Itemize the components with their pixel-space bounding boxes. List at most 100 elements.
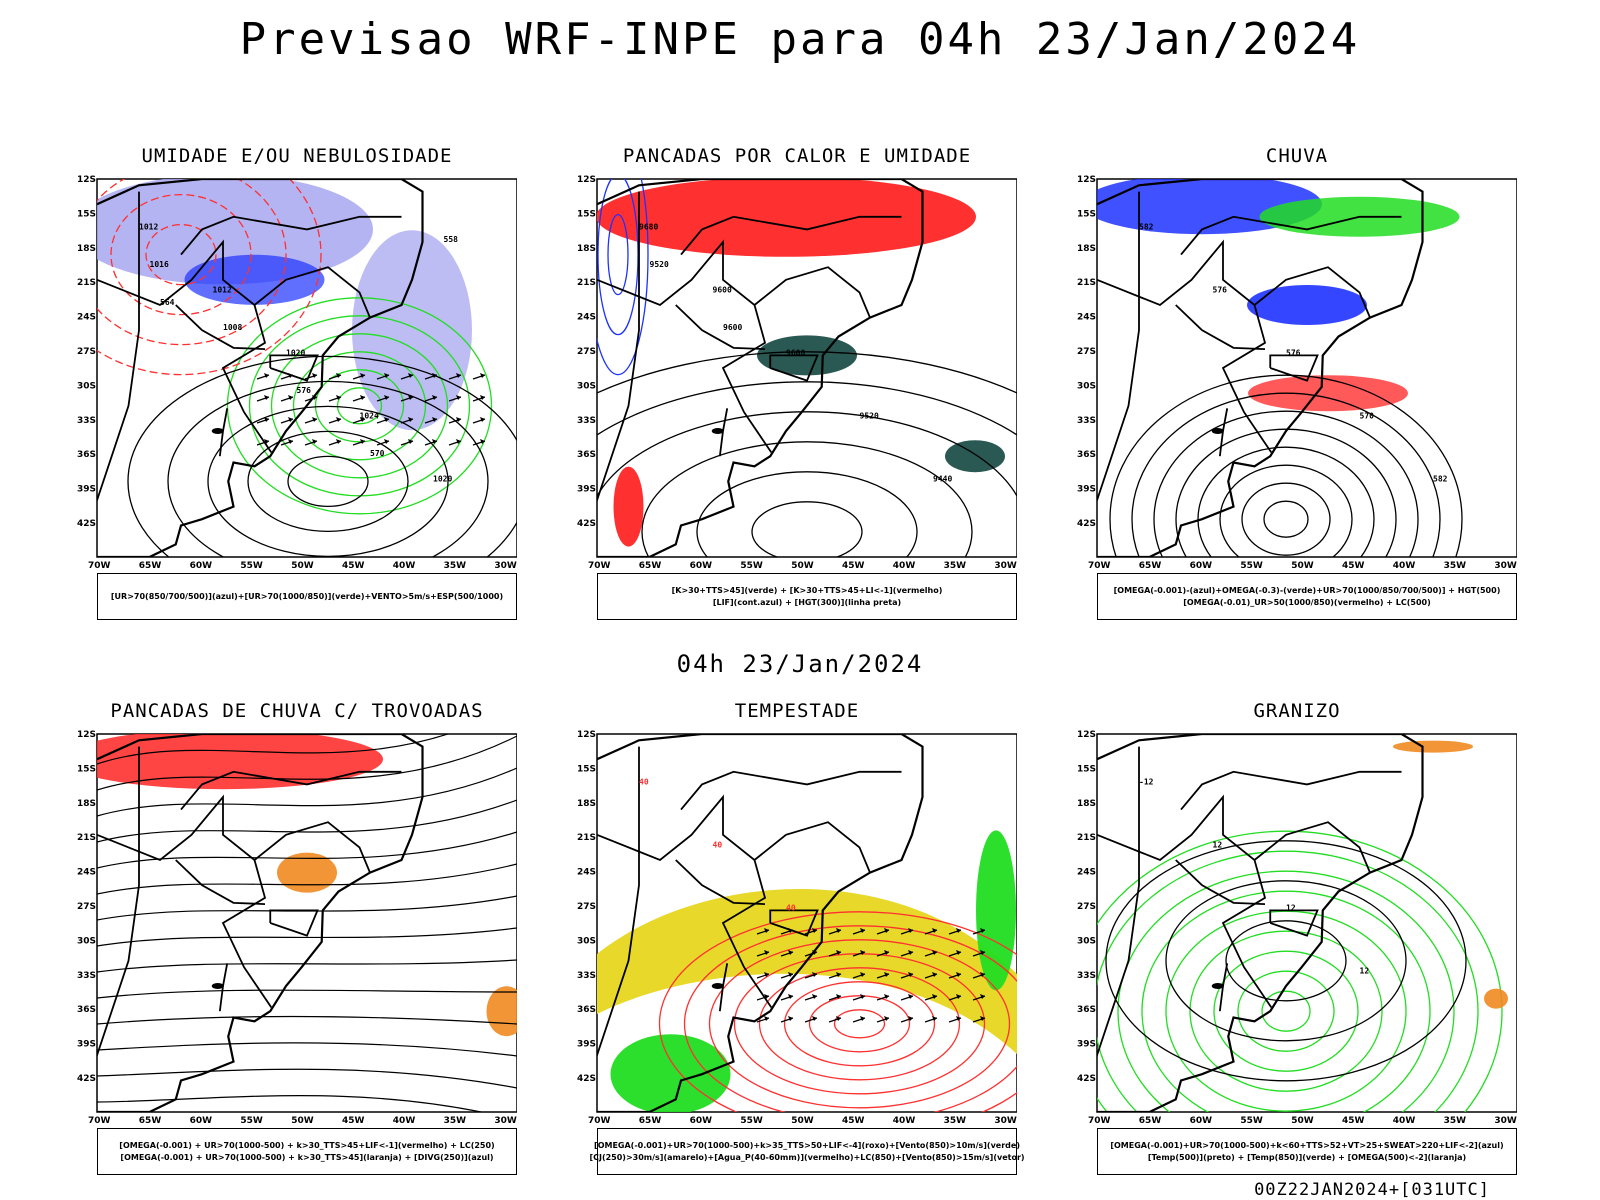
lon-tick-label: 55W	[1240, 1116, 1263, 1126]
state-border	[769, 354, 819, 382]
lon-tick-label: 65W	[639, 561, 662, 571]
wind-vector-850	[956, 1016, 961, 1021]
map-canvas: 9680 9600 9600 9520 9440 9520 9600 12S 15S 18S 21S…	[577, 175, 1017, 571]
thickness-contour	[110, 193, 252, 316]
precipitable-water-contour	[808, 995, 911, 1053]
lat-tick-label: 21S	[577, 833, 596, 843]
streamline-lc250	[97, 863, 517, 895]
lon-tick-label: 50W	[1291, 561, 1314, 571]
lon-tick-label: 30W	[994, 1116, 1017, 1126]
lon-tick-label: 70W	[1088, 561, 1111, 571]
coastline	[1097, 179, 1424, 557]
lon-tick-label: 55W	[240, 1116, 263, 1126]
map-panel-1: UMIDADE E/OU NEBULOSIDADE 1012 1012 1020 102…	[77, 145, 517, 625]
lat-tick-label: 21S	[1077, 278, 1096, 288]
state-border	[1269, 909, 1319, 937]
lake-mirim	[711, 428, 724, 434]
pressure-isobar	[167, 380, 489, 557]
legend-line: [K>30+TTS>45](verde) + [K>30+TTS>45+LI<-…	[671, 585, 943, 595]
wind-vector	[432, 395, 437, 400]
coastline	[97, 179, 424, 557]
wind-vector	[264, 395, 269, 400]
thickness-contour	[145, 223, 217, 286]
storm-orange-area	[277, 852, 337, 893]
contour-label: 9520	[860, 411, 879, 420]
wind-vector	[360, 439, 365, 444]
wind-vector	[288, 395, 293, 400]
lake-mirim	[1211, 983, 1224, 989]
wind-vector-850	[956, 928, 961, 933]
lon-tick-label: 65W	[639, 1116, 662, 1126]
lon-tick-label: 30W	[1494, 1116, 1517, 1126]
panel-title: UMIDADE E/OU NEBULOSIDADE	[141, 145, 453, 167]
contour-label: 564	[160, 298, 175, 307]
wind-vector	[288, 417, 293, 422]
wind-vector-850	[812, 928, 817, 933]
state-border	[597, 794, 773, 1008]
state-border	[1269, 354, 1319, 382]
hgt300-contour	[597, 381, 1017, 436]
lat-tick-label: 27S	[577, 902, 596, 912]
state-border	[1097, 746, 1140, 1059]
contour-label: 40	[713, 840, 723, 849]
streamline-hgt500	[1175, 428, 1397, 557]
streamline-hgt500	[1263, 500, 1309, 538]
contour-label: 582	[1433, 474, 1448, 483]
wind-vector	[456, 417, 461, 422]
lon-tick-label: 45W	[1342, 561, 1365, 571]
coastline	[597, 179, 924, 557]
lake-mirim	[711, 983, 724, 989]
lon-tick-label: 40W	[393, 561, 416, 571]
lat-tick-label: 15S	[577, 764, 596, 774]
precipitable-water-contour	[658, 911, 1017, 1112]
wind-vector	[384, 373, 389, 378]
wind-vector-850	[932, 972, 937, 977]
lon-tick-label: 40W	[893, 561, 916, 571]
wind-vector	[456, 395, 461, 400]
state-border	[180, 215, 402, 256]
temp-850-contour	[1213, 950, 1359, 1072]
lon-tick-label: 30W	[494, 1116, 517, 1126]
state-border	[1097, 794, 1273, 1008]
lon-tick-label: 60W	[190, 561, 213, 571]
contour-label: 576	[1213, 285, 1228, 294]
map-layers	[97, 734, 517, 1112]
streamline-lc250	[97, 989, 517, 999]
streamline-lc250	[97, 735, 517, 791]
contour-label: 9520	[650, 260, 669, 269]
contour-label: 576	[1286, 348, 1301, 357]
state-border	[1180, 770, 1402, 811]
streamline-hgt500	[1153, 410, 1419, 557]
lat-tick-label: 12S	[77, 730, 96, 740]
state-border	[769, 909, 819, 937]
wind-vector-850	[836, 928, 841, 933]
wind-vector-850	[884, 972, 889, 977]
coastline	[97, 734, 424, 1112]
lat-tick-label: 42S	[577, 519, 596, 529]
wind-vector-850	[884, 994, 889, 999]
humidity-1000-contour	[226, 297, 493, 515]
state-border	[175, 304, 266, 350]
contour-label: 40	[639, 777, 649, 786]
lat-tick-label: 27S	[577, 347, 596, 357]
precipitable-water-contour	[783, 981, 936, 1067]
wind-vector	[312, 373, 317, 378]
temp-850-contour	[1261, 990, 1311, 1032]
lat-tick-label: 21S	[577, 278, 596, 288]
contour-label: 12	[1360, 966, 1370, 975]
lat-tick-label: 18S	[577, 799, 596, 809]
omega-blue-area	[1247, 285, 1367, 325]
streamline-lc250	[97, 959, 517, 973]
lat-tick-label: 15S	[577, 209, 596, 219]
cloud-humidity-area	[97, 179, 373, 285]
lon-tick-label: 70W	[88, 561, 111, 571]
lon-tick-label: 40W	[893, 1116, 916, 1126]
lon-tick-label: 60W	[690, 1116, 713, 1126]
lon-tick-label: 60W	[690, 561, 713, 571]
lon-tick-label: 65W	[139, 561, 162, 571]
lat-tick-label: 27S	[1077, 347, 1096, 357]
lat-tick-label: 18S	[77, 244, 96, 254]
hgt300-contour	[597, 411, 1017, 498]
humidity-1000-contour	[336, 387, 383, 425]
state-border	[175, 859, 266, 905]
